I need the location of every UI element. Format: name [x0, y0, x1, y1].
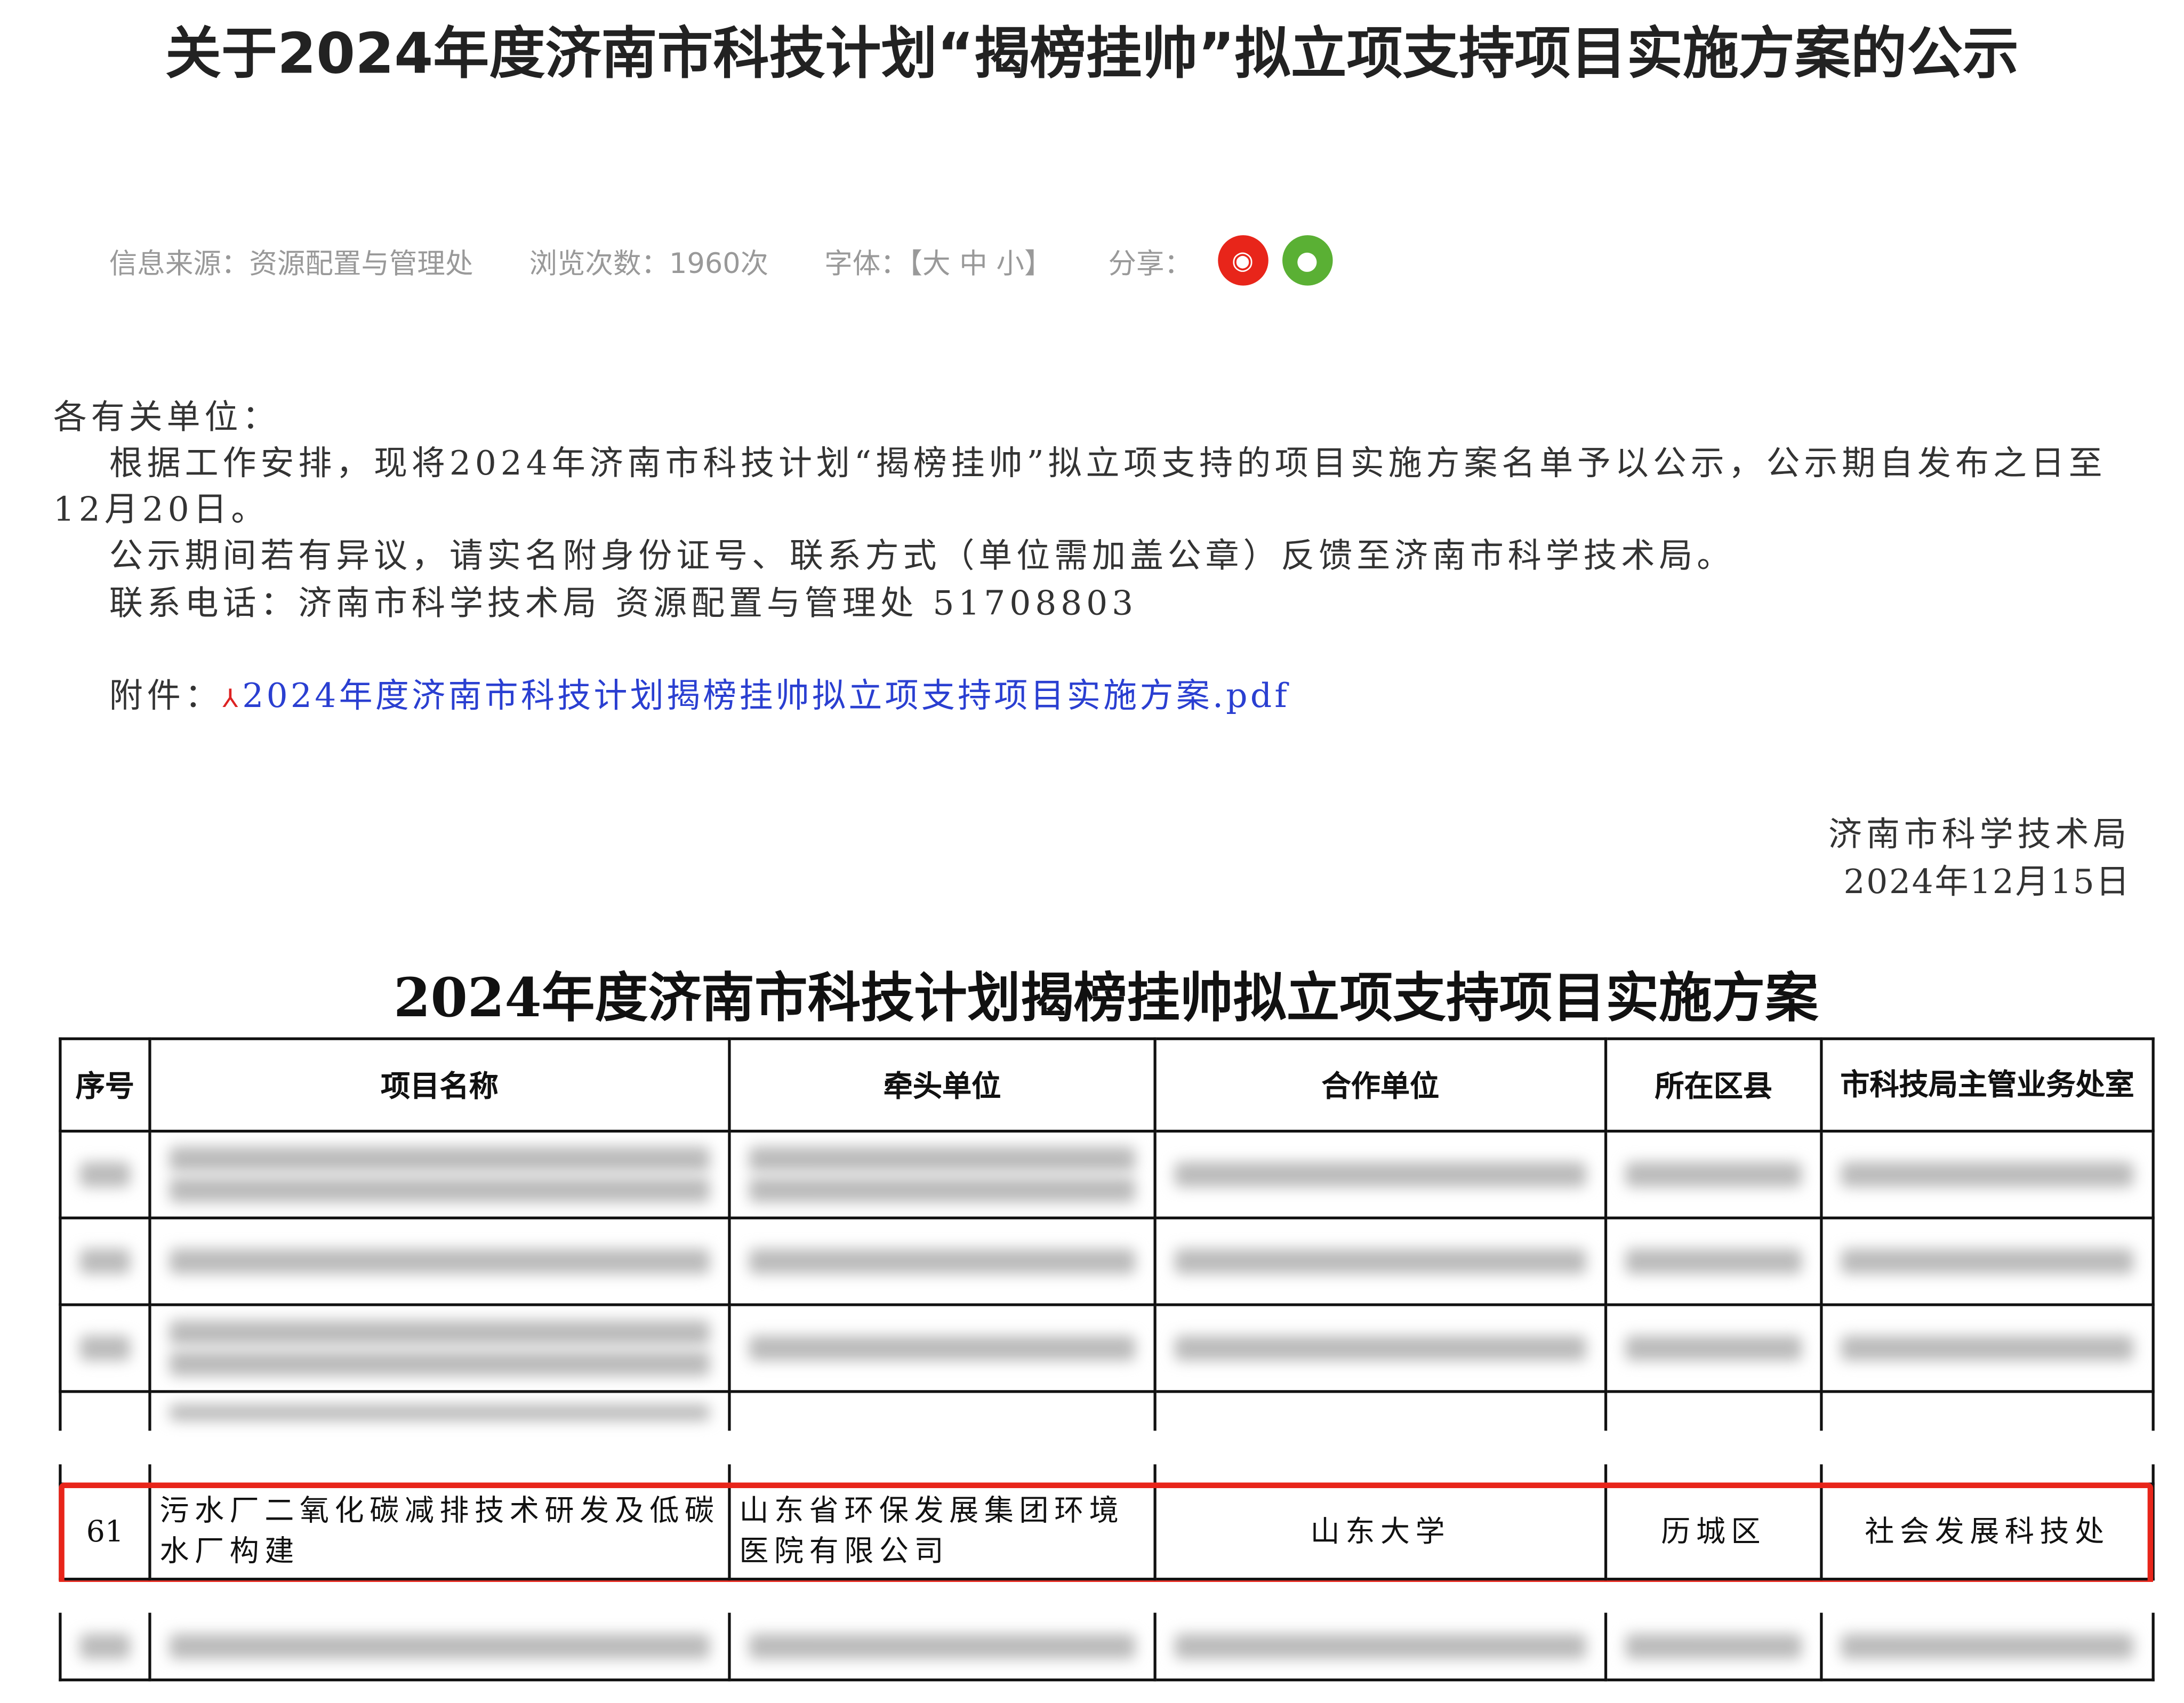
page-title: 关于2024年度济南市科技计划“揭榜挂帅”拟立项支持项目实施方案的公示	[165, 22, 2019, 87]
project-name: 污水厂二氧化碳减排技术研发及低碳水厂构建	[148, 1482, 731, 1581]
share-label: 分享：	[1108, 245, 1193, 279]
lead-unit: 山东省环保发展集团环境医院有限公司	[728, 1482, 1157, 1581]
header-cell: 牵头单位	[728, 1037, 1157, 1133]
project-table: 序号 项目名称 牵头单位 合作单位 所在区县 市科技局主管业务处室	[59, 1037, 2155, 1431]
header-cell: 合作单位	[1153, 1037, 1608, 1133]
date: 2024年12月15日	[1843, 862, 2131, 902]
header-cell: 所在区县	[1604, 1037, 1823, 1133]
blurred-row	[59, 1612, 2155, 1682]
row-number: 61	[59, 1482, 151, 1581]
table-row: 61 污水厂二氧化碳减排技术研发及低碳水厂构建 山东省环保发展集团环境医院有限公…	[59, 1482, 2155, 1581]
pdf-icon: ⅄	[222, 684, 243, 714]
weibo-icon[interactable]: ◉	[1217, 235, 1268, 286]
source: 信息来源：资源配置与管理处	[109, 245, 473, 279]
department: 社会发展科技处	[1820, 1482, 2155, 1581]
article-meta: 信息来源：资源配置与管理处 浏览次数：1960次 字体：【大 中 小】 分享： …	[109, 235, 1346, 286]
table-header: 序号 项目名称 牵头单位 合作单位 所在区县 市科技局主管业务处室	[59, 1037, 2155, 1133]
paragraph: 公示期间若有异议，请实名附身份证号、联系方式（单位需加盖公章）反馈至济南市科学技…	[109, 536, 1735, 576]
signature: 济南市科学技术局	[1828, 815, 2131, 854]
highlighted-table-fragment: 61 污水厂二氧化碳减排技术研发及低碳水厂构建 山东省环保发展集团环境医院有限公…	[59, 1464, 2155, 1581]
highlight-box	[59, 1482, 2154, 1586]
header-cell: 市科技局主管业务处室	[1820, 1037, 2155, 1133]
blurred-row	[59, 1129, 2155, 1219]
header-cell: 项目名称	[148, 1037, 731, 1133]
header-cell: 序号	[59, 1037, 151, 1133]
paragraph: 联系电话：济南市科学技术局 资源配置与管理处 51708803	[109, 583, 1138, 623]
attachment-label: 附件：	[109, 676, 223, 716]
salutation: 各有关单位：	[53, 397, 280, 437]
wechat-icon[interactable]: ●	[1282, 235, 1332, 286]
table-title: 2024年度济南市科技计划揭榜挂帅拟立项支持项目实施方案	[394, 966, 1819, 1029]
gap	[0, 1581, 2184, 1613]
blurred-table-fragment	[59, 1612, 2155, 1682]
gap	[0, 1447, 2184, 1465]
font-size-selector[interactable]: 字体：【大 中 小】	[824, 245, 1053, 279]
blurred-row	[59, 1303, 2155, 1393]
attachment-link[interactable]: 2024年度济南市科技计划揭榜挂帅拟立项支持项目实施方案.pdf	[242, 676, 1290, 716]
view-count: 浏览次数：1960次	[529, 245, 769, 279]
paragraph: 根据工作安排，现将2024年济南市科技计划“揭榜挂帅”拟立项支持的项目实施方案名…	[53, 444, 2107, 529]
blurred-row	[59, 1216, 2155, 1306]
blurred-row	[59, 1390, 2155, 1431]
